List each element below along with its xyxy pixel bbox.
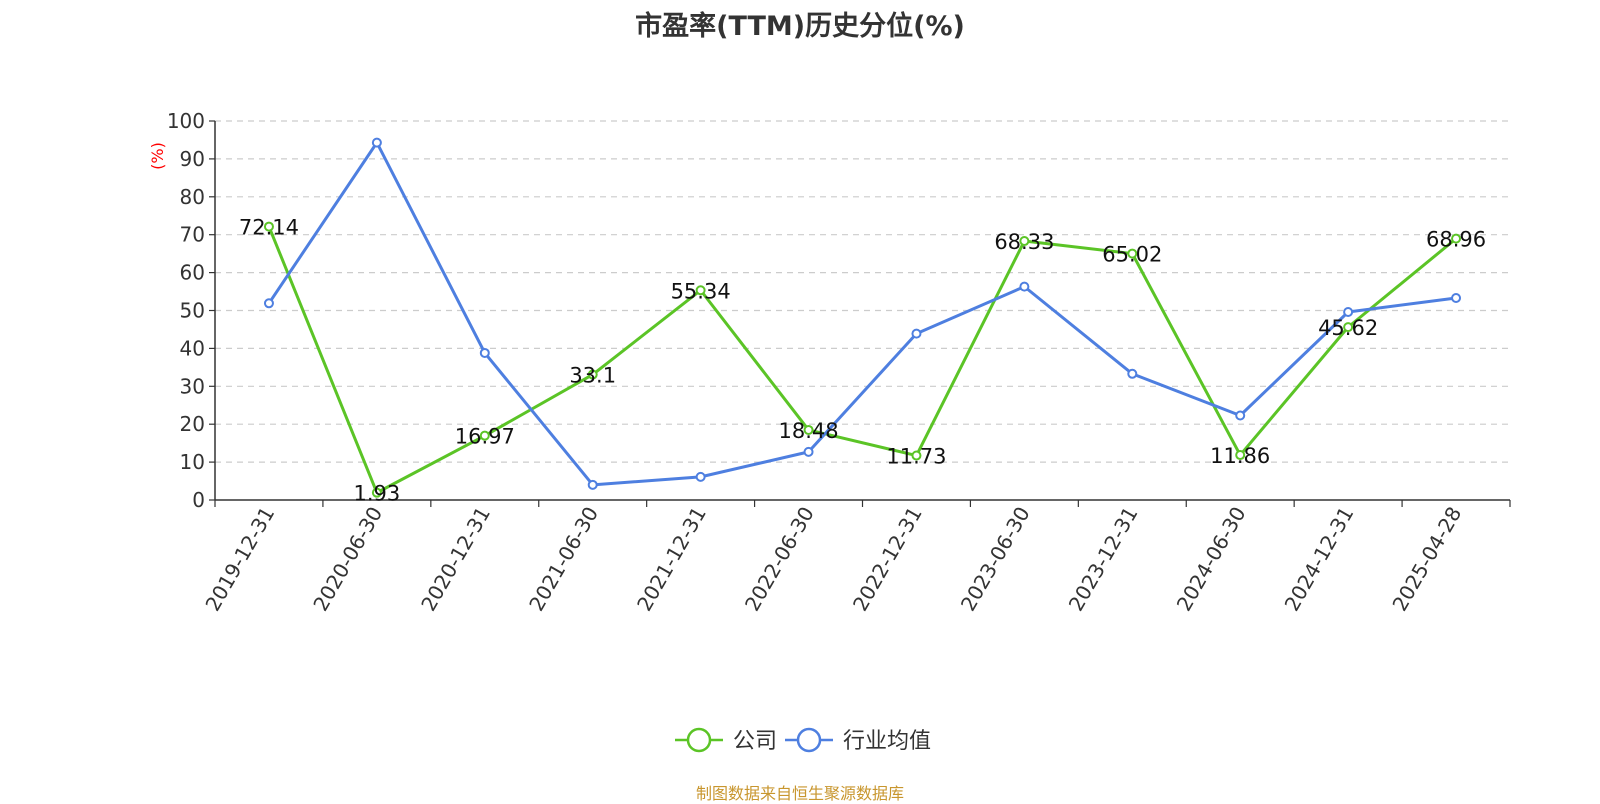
x-tick-label: 2022-12-31 bbox=[848, 503, 927, 616]
data-point[interactable] bbox=[695, 471, 706, 482]
data-point[interactable] bbox=[263, 298, 274, 309]
axes: 0 10 20 30 40 50 60 70 80 90 100(%) 2019-12-31 2020-… bbox=[148, 109, 1511, 616]
data-point[interactable] bbox=[1343, 307, 1354, 318]
chart-plot: 0 10 20 30 40 50 60 70 80 90 100(%) 2019-12-31 2020-… bbox=[148, 109, 1511, 754]
data-label: 18.48 bbox=[778, 419, 838, 443]
series-line bbox=[267, 226, 1457, 495]
source-footer: 制图数据来自恒生聚源数据库 bbox=[695, 784, 904, 803]
y-tick-label: 100 bbox=[167, 109, 205, 133]
data-label: 33.1 bbox=[569, 364, 616, 388]
data-label: 65.02 bbox=[1102, 243, 1162, 267]
data-point[interactable] bbox=[911, 328, 922, 339]
y-tick-label: 70 bbox=[180, 223, 205, 247]
series-line bbox=[267, 141, 1457, 487]
data-point[interactable] bbox=[1451, 233, 1462, 244]
legend[interactable]: 公司 行业均值 bbox=[675, 727, 931, 754]
legend-label: 行业均值 bbox=[843, 729, 931, 754]
x-tick-label: 2024-12-31 bbox=[1280, 503, 1359, 616]
x-tick-label: 2021-12-31 bbox=[632, 503, 711, 616]
data-point[interactable] bbox=[371, 487, 382, 498]
y-axis-label: (%) bbox=[148, 142, 167, 170]
legend-item[interactable]: 行业均值 bbox=[785, 727, 931, 754]
x-tick-label: 2020-12-31 bbox=[416, 503, 495, 616]
data-point[interactable] bbox=[1235, 450, 1246, 461]
y-tick-label: 60 bbox=[180, 261, 205, 285]
legend-marker bbox=[686, 727, 712, 753]
data-point[interactable] bbox=[695, 285, 706, 296]
data-point[interactable] bbox=[1343, 322, 1354, 333]
x-tick-label: 2020-06-30 bbox=[308, 503, 387, 616]
data-label: 55.34 bbox=[671, 279, 731, 303]
legend-marker bbox=[796, 727, 822, 753]
data-point[interactable] bbox=[479, 347, 490, 358]
data-point[interactable] bbox=[911, 450, 922, 461]
data-point[interactable] bbox=[587, 369, 598, 380]
data-label: 72.14 bbox=[239, 216, 299, 240]
y-tick-label: 50 bbox=[180, 299, 205, 323]
data-labels: 72.14 1.93 16.97 33.1 55.34 18.48 11.73 68.33 65… bbox=[239, 216, 1486, 506]
grid-lines bbox=[215, 120, 1510, 463]
y-tick-label: 90 bbox=[180, 147, 205, 171]
series-lines bbox=[263, 137, 1462, 498]
x-tick-label: 2024-06-30 bbox=[1172, 503, 1251, 616]
chart-title: 市盈率(TTM)历史分位(%) bbox=[635, 11, 965, 42]
data-point[interactable] bbox=[371, 137, 382, 148]
x-tick-label: 2019-12-31 bbox=[200, 503, 279, 616]
data-label: 11.73 bbox=[886, 445, 946, 469]
y-tick-label: 10 bbox=[180, 450, 205, 474]
y-tick-label: 40 bbox=[180, 336, 205, 360]
data-point[interactable] bbox=[1451, 292, 1462, 303]
x-tick-label: 2023-12-31 bbox=[1064, 503, 1143, 616]
y-tick-label: 20 bbox=[180, 412, 205, 436]
data-point[interactable] bbox=[803, 424, 814, 435]
legend-label: 公司 bbox=[733, 729, 777, 754]
legend-item[interactable]: 公司 bbox=[675, 727, 777, 754]
data-point[interactable] bbox=[587, 479, 598, 490]
y-tick-label: 30 bbox=[180, 374, 205, 398]
data-point[interactable] bbox=[263, 221, 274, 232]
y-tick-label: 80 bbox=[180, 185, 205, 209]
data-point[interactable] bbox=[1127, 368, 1138, 379]
data-label: 68.33 bbox=[994, 230, 1054, 254]
y-tick-label: 0 bbox=[192, 488, 205, 512]
x-tick-label: 2025-04-28 bbox=[1387, 503, 1466, 616]
data-label: 1.93 bbox=[353, 482, 400, 506]
data-point[interactable] bbox=[1019, 236, 1030, 247]
data-point[interactable] bbox=[1127, 248, 1138, 259]
x-tick-label: 2023-06-30 bbox=[956, 503, 1035, 616]
data-point[interactable] bbox=[479, 430, 490, 441]
x-tick-label: 2022-06-30 bbox=[740, 503, 819, 616]
data-label: 68.96 bbox=[1426, 228, 1486, 252]
data-label: 45.62 bbox=[1318, 316, 1378, 340]
x-tick-label: 2021-06-30 bbox=[524, 503, 603, 616]
data-label: 11.86 bbox=[1210, 444, 1270, 468]
data-label: 16.97 bbox=[455, 425, 515, 449]
data-point[interactable] bbox=[1019, 281, 1030, 292]
data-point[interactable] bbox=[1235, 410, 1246, 421]
data-point[interactable] bbox=[803, 446, 814, 457]
